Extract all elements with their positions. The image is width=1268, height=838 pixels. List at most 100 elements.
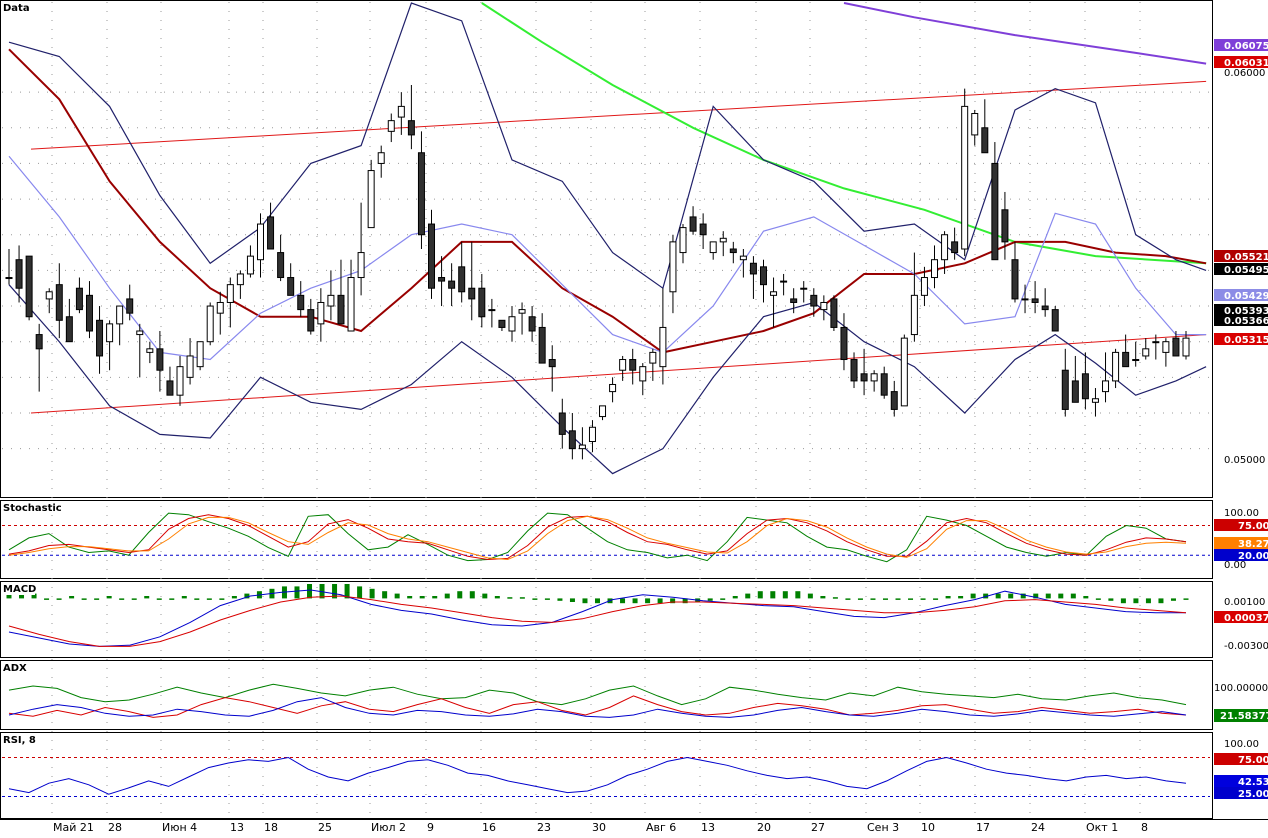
candle-up: [1152, 341, 1160, 344]
adx-pane-frame: [0, 660, 1213, 730]
candle-down: [689, 216, 697, 232]
macd-histogram-bar: [757, 591, 763, 599]
candle-down: [830, 298, 838, 328]
macd-histogram-bar: [544, 598, 550, 600]
price-tag-bb-lower: [1214, 314, 1268, 326]
macd-histogram-bar: [582, 598, 588, 604]
macd-histogram-bar: [933, 598, 939, 600]
macd-histogram-bar: [344, 584, 350, 599]
candle-down: [428, 223, 436, 289]
macd-histogram-bar: [920, 598, 926, 600]
x-label: Сен 3: [867, 821, 899, 834]
candle-down: [749, 262, 757, 275]
candle-up: [609, 383, 617, 393]
macd-histogram-bar: [507, 597, 513, 599]
x-label: 25: [318, 821, 332, 834]
macd-histogram-bar: [882, 598, 888, 600]
candle-down: [307, 309, 315, 332]
rsi-tag-lower-level: [1214, 787, 1268, 799]
macd-histogram-bar: [307, 584, 313, 599]
candle-up: [639, 366, 647, 382]
x-label: Авг 6: [646, 821, 676, 834]
candle-down: [65, 316, 73, 343]
candle-up: [739, 255, 747, 261]
x-label: 20: [757, 821, 771, 834]
price-trendlines: [30, 80, 1207, 414]
candle-up: [206, 305, 214, 343]
candle-up: [508, 316, 516, 332]
candle-up: [1102, 380, 1110, 393]
stochastic-tag-text: 75.00: [1238, 521, 1268, 532]
stochastic-tag-value: [1214, 537, 1268, 549]
macd-tag-value: [1214, 611, 1268, 623]
candle-down: [498, 319, 506, 328]
adx-series-line: [8, 697, 1187, 718]
candle-up: [780, 280, 788, 283]
stochastic-tick: 0.00: [1224, 560, 1246, 571]
macd-histogram-bar: [1170, 598, 1176, 601]
price-tick: 0.06000: [1224, 68, 1265, 79]
macd-histogram-bar: [482, 593, 488, 599]
macd-histogram-bar: [620, 598, 626, 604]
macd-histogram-bar: [56, 598, 62, 600]
candle-up: [246, 255, 254, 275]
x-label: 18: [264, 821, 278, 834]
candle-down: [25, 255, 33, 318]
macd-histogram-bar: [895, 598, 901, 600]
price-candles: [5, 85, 1190, 460]
lower-channel-line: [30, 334, 1207, 414]
candle-up: [146, 348, 154, 353]
candle-up: [910, 294, 918, 336]
macd-histogram-bar: [1033, 593, 1039, 599]
adx-tick: 100.00000: [1214, 683, 1268, 694]
macd-histogram-bar: [832, 597, 838, 599]
candle-up: [216, 301, 224, 314]
macd-histogram-bar: [569, 598, 575, 602]
price-tag-ma-long: [1214, 39, 1268, 51]
candle-down: [407, 120, 415, 136]
macd-histogram-bar: [31, 593, 37, 599]
macd-histogram-bar: [720, 598, 726, 600]
right-axis-tags: 0.06075 0.06031 0.05521 0.05495 0.05429 …: [1214, 39, 1268, 800]
candle-down: [96, 319, 104, 357]
macd-histogram-bar: [469, 591, 475, 599]
macd-tick: 0.00100: [1224, 597, 1265, 608]
candle-down: [729, 248, 737, 254]
stochastic-layer: [2, 512, 1210, 563]
candle-up: [136, 330, 144, 336]
ma-long-line: [843, 2, 1207, 65]
macd-histogram-bar: [319, 584, 325, 599]
x-label: 23: [537, 821, 551, 834]
candle-up: [588, 426, 596, 443]
candle-down: [287, 277, 295, 296]
stochastic-pane-frame: [0, 500, 1213, 579]
rsi-pane-frame: [0, 732, 1213, 819]
macd-histogram-bar: [1083, 596, 1089, 599]
macd-histogram-bar: [432, 596, 438, 599]
candle-down: [1041, 305, 1049, 311]
candle-down: [850, 359, 858, 382]
adx-series-line: [8, 683, 1187, 706]
x-label: Июл 2: [371, 821, 406, 834]
candle-down: [981, 127, 989, 154]
candle-down: [810, 294, 818, 307]
price-tag-text: 0.05429: [1224, 291, 1268, 302]
candle-down: [85, 294, 93, 332]
candle-up: [599, 405, 607, 418]
candle-down: [126, 298, 134, 314]
macd-histogram-bar: [294, 586, 300, 599]
candle-down: [558, 412, 566, 435]
x-label: 16: [482, 821, 496, 834]
x-label: 28: [108, 821, 122, 834]
macd-histogram-bar: [807, 593, 813, 599]
candle-up: [196, 341, 204, 368]
macd-histogram-bar: [156, 598, 162, 600]
macd-histogram-bar: [1095, 598, 1101, 600]
candle-up: [649, 351, 657, 364]
price-tag-text: 0.05495: [1224, 265, 1268, 276]
macd-histogram-bar: [494, 596, 500, 599]
candle-down: [699, 223, 707, 236]
x-label: 17: [976, 821, 990, 834]
macd-histogram-bar: [444, 593, 450, 599]
